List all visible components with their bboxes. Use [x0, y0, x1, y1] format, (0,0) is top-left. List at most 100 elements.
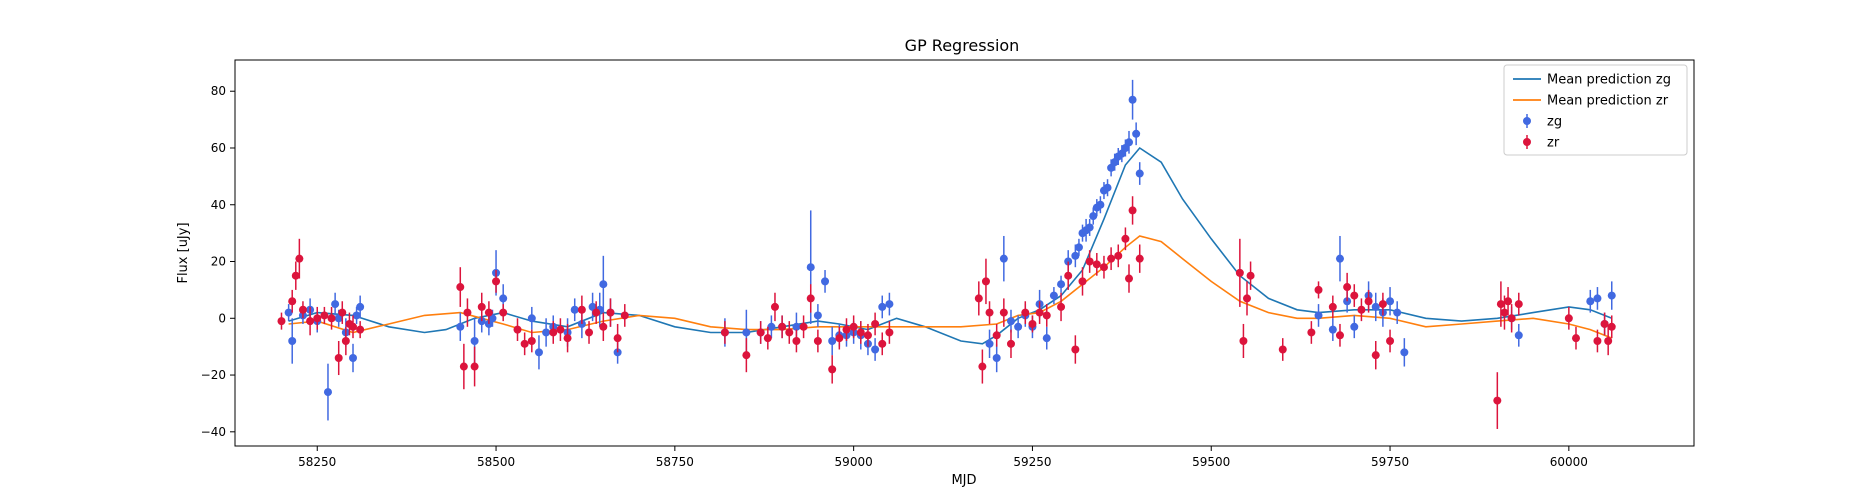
marker — [1135, 254, 1144, 263]
data-point-zg — [1089, 207, 1098, 225]
marker — [1246, 271, 1255, 280]
marker — [1314, 311, 1323, 320]
marker — [599, 322, 608, 331]
data-point-zr — [1107, 247, 1116, 271]
data-point-zr — [306, 306, 315, 336]
data-points — [277, 79, 1616, 429]
x-axis-label: MJD — [951, 473, 976, 488]
data-point-zr — [456, 267, 465, 307]
data-point-zg — [1593, 287, 1602, 310]
x-tick-label: 58500 — [477, 455, 515, 469]
marker — [878, 339, 887, 348]
marker — [720, 328, 729, 337]
marker — [306, 317, 315, 326]
marker — [1350, 322, 1359, 331]
marker — [477, 302, 486, 311]
marker — [999, 308, 1008, 317]
legend-label: Mean prediction zg — [1547, 73, 1671, 88]
marker — [1371, 351, 1380, 360]
data-point-zg — [284, 304, 293, 322]
data-point-zr — [985, 301, 994, 324]
data-point-zr — [320, 306, 329, 324]
marker — [606, 308, 615, 317]
data-point-zr — [341, 326, 350, 356]
marker — [484, 308, 493, 317]
marker — [338, 308, 347, 317]
data-point-zr — [1350, 284, 1359, 307]
marker — [320, 311, 329, 320]
marker — [1386, 297, 1395, 306]
marker — [1096, 200, 1105, 209]
data-point-zr — [1493, 372, 1502, 429]
data-point-zg — [821, 270, 830, 293]
data-point-zr — [863, 323, 872, 347]
data-point-zr — [1035, 301, 1044, 324]
data-point-zg — [1014, 315, 1023, 339]
marker — [1107, 254, 1116, 263]
data-point-zr — [477, 292, 486, 322]
data-point-zr — [1357, 298, 1366, 322]
data-point-zr — [978, 349, 987, 384]
data-point-zg — [1074, 238, 1083, 256]
marker — [878, 302, 887, 311]
data-point-zr — [288, 289, 297, 313]
data-point-zg — [1514, 323, 1523, 347]
marker — [570, 305, 579, 314]
data-point-zr — [1114, 244, 1123, 268]
data-point-zr — [742, 338, 751, 373]
data-point-zr — [992, 323, 1001, 347]
data-point-zr — [1604, 326, 1613, 356]
marker — [1307, 328, 1316, 337]
marker — [1278, 345, 1287, 354]
marker — [313, 314, 322, 323]
marker — [1085, 257, 1094, 266]
data-point-zr — [1071, 335, 1080, 364]
marker — [534, 348, 543, 357]
legend-marker-swatch — [1523, 138, 1531, 146]
data-point-zg — [588, 292, 597, 322]
marker — [1071, 251, 1080, 260]
marker — [828, 336, 837, 345]
data-point-zg — [1328, 318, 1337, 341]
data-point-zg — [599, 255, 608, 313]
marker — [1371, 302, 1380, 311]
marker — [1357, 305, 1366, 314]
legend-label: Mean prediction zr — [1547, 94, 1669, 109]
data-point-zg — [288, 318, 297, 364]
data-point-zr — [1085, 250, 1094, 273]
marker — [291, 271, 300, 280]
data-point-zr — [885, 321, 894, 344]
marker — [799, 322, 808, 331]
marker — [1124, 274, 1133, 283]
data-point-zr — [484, 301, 493, 324]
marker — [1314, 285, 1323, 294]
data-point-zr — [1364, 289, 1373, 313]
marker — [985, 308, 994, 317]
data-point-zr — [828, 355, 837, 384]
marker — [835, 334, 844, 343]
marker — [334, 314, 343, 323]
marker — [770, 302, 779, 311]
data-point-zg — [1135, 162, 1144, 185]
data-point-zr — [1064, 261, 1073, 290]
marker — [1239, 336, 1248, 345]
marker — [849, 322, 858, 331]
y-tick-label: −20 — [201, 368, 226, 382]
marker — [1593, 336, 1602, 345]
data-point-zg — [999, 235, 1008, 282]
marker — [1335, 254, 1344, 263]
data-point-zg — [1350, 315, 1359, 339]
marker — [513, 325, 522, 334]
marker — [1564, 314, 1573, 323]
marker — [1328, 325, 1337, 334]
marker — [499, 308, 508, 317]
plot-frame — [234, 59, 1695, 447]
data-point-zg — [1103, 179, 1112, 197]
data-point-zr — [1600, 312, 1609, 336]
data-point-zr — [527, 329, 536, 353]
marker — [585, 328, 594, 337]
data-point-zr — [327, 306, 336, 330]
marker — [742, 328, 751, 337]
data-point-zg — [1096, 196, 1105, 214]
data-point-zg — [1400, 338, 1409, 367]
